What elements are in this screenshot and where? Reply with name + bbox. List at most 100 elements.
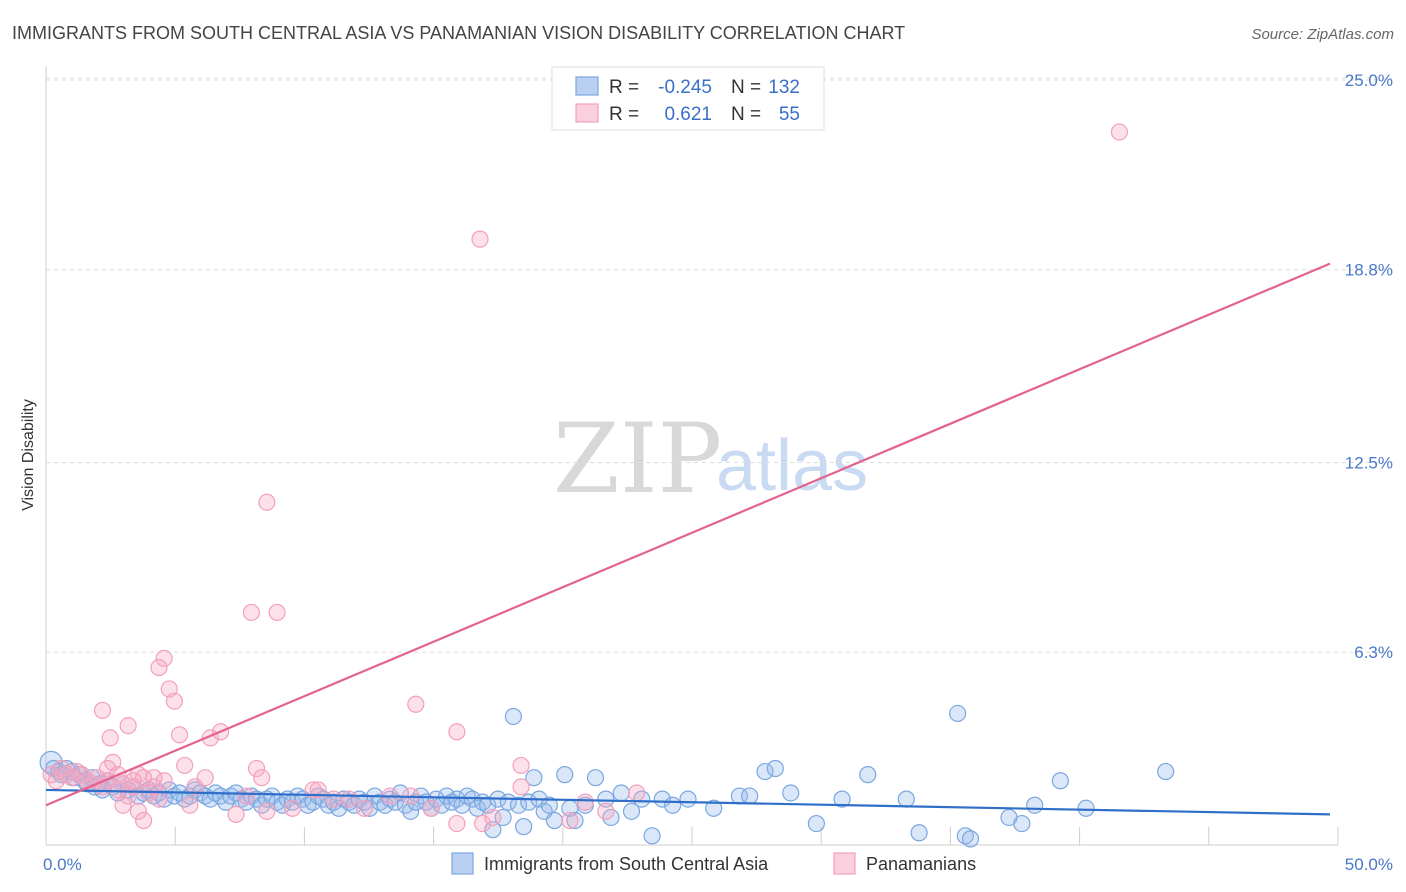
panamanian-point-32	[145, 769, 163, 787]
south-central-asia-point-126	[910, 824, 928, 842]
south-central-asia-point-95	[515, 818, 533, 836]
panamanian-point-31	[134, 811, 153, 830]
series-legend: Immigrants from South Central Asia Panam…	[451, 852, 976, 875]
south-central-asia-point-119	[756, 762, 774, 781]
south-central-asia-point-89	[484, 821, 502, 839]
legend-r-value-0: -0.245	[658, 77, 712, 98]
y-tick-labels: 25.0% 18.8% 12.5% 6.3%	[1345, 71, 1393, 662]
panamanian-point-53	[473, 814, 492, 833]
south-central-asia-point-104	[566, 811, 584, 830]
trend-line-south-central-asia	[45, 788, 1331, 816]
panamanian-point-62	[340, 790, 358, 808]
south-central-asia-point-112	[643, 827, 661, 845]
watermark-zip: ZIP	[553, 403, 722, 515]
south-central-asia-point-102	[556, 766, 574, 784]
bottom-legend-label-1: Panamanians	[866, 854, 976, 874]
panamanian-point-66	[448, 814, 466, 833]
legend-swatch-pink	[575, 103, 599, 123]
south-central-asia-point-118	[741, 787, 759, 805]
panamanian-point-59	[628, 784, 646, 802]
panamanian-point-29	[124, 772, 142, 790]
panamanian-point-58	[597, 802, 615, 820]
south-central-asia-point-93	[504, 707, 522, 726]
panamanian-point-45	[237, 787, 255, 805]
watermark: ZIP atlas	[553, 403, 868, 515]
legend-swatch-blue	[575, 76, 599, 96]
south-central-asia-point-120	[766, 759, 784, 778]
panamanian-point-51	[309, 781, 327, 799]
x-tick-label-1: 50.0%	[1345, 855, 1393, 874]
panamanian-point-36	[165, 692, 183, 710]
panamanian-point-71	[258, 493, 276, 511]
south-central-asia-point-107	[597, 790, 615, 808]
trend-lines	[45, 262, 1331, 816]
south-central-asia-point-97	[525, 769, 543, 787]
panamanian-point-34	[155, 649, 173, 667]
bottom-legend-swatch-pink	[833, 852, 856, 875]
legend-r-value-1: 0.621	[664, 104, 712, 125]
panamanian-point-49	[258, 802, 276, 820]
south-central-asia-point-114	[663, 796, 682, 814]
south-central-asia-point-84	[458, 787, 476, 805]
south-central-asia-point-115	[679, 790, 697, 808]
legend-r-label-1: R =	[609, 104, 639, 125]
legend-r-label-0: R =	[609, 77, 639, 98]
panamanian-point-30	[129, 802, 148, 820]
panamanian-point-28	[119, 717, 137, 735]
panamanian-point-23	[93, 701, 112, 719]
panamanian-point-63	[355, 799, 374, 817]
south-central-asia-point-135	[1013, 814, 1031, 833]
south-central-asia-point-132	[1051, 772, 1069, 790]
south-central-asia-point-123	[833, 790, 851, 808]
panamanian-point-68	[407, 695, 425, 713]
y-axis-label: Vision Disability	[20, 399, 37, 511]
panamanian-point-70	[512, 756, 530, 775]
south-central-asia-point-134	[1157, 762, 1175, 781]
bottom-legend-label-0: Immigrants from South Central Asia	[484, 854, 769, 874]
gridlines	[46, 77, 1392, 653]
panamanian-point-56	[561, 811, 579, 830]
panamanian-point-57	[576, 793, 594, 811]
panamanian-point-25	[101, 729, 119, 747]
chart-title: IMMIGRANTS FROM SOUTH CENTRAL ASIA VS PA…	[12, 23, 905, 43]
panamanian-point-22	[155, 772, 173, 790]
legend-n-value-0: 132	[768, 77, 800, 98]
legend-n-value-1: 55	[779, 104, 800, 125]
panamanian-point-21	[150, 790, 168, 808]
panamanian-point-73	[1110, 123, 1129, 141]
panamanian-point-41	[196, 769, 214, 787]
south-central-asia-point-94	[509, 796, 528, 814]
south-central-asia-point-109	[612, 784, 630, 802]
panamanian-point-47	[247, 759, 266, 778]
legend-n-label-0: N =	[731, 77, 761, 98]
south-central-asia-point-124	[859, 766, 877, 784]
x-tick-labels: 0.0% 50.0%	[43, 855, 1393, 874]
panamanian-point-24	[99, 759, 117, 778]
south-central-asia-point-127	[949, 704, 967, 723]
south-central-asia-point-129	[961, 830, 980, 848]
y-tick-label-3: 6.3%	[1354, 643, 1393, 662]
trend-line-panamanians	[45, 262, 1331, 807]
south-central-asia-point-125	[897, 790, 915, 808]
south-central-asia-point-100	[540, 796, 558, 814]
panamanian-point-48	[253, 769, 271, 787]
south-central-asia-point-122	[807, 814, 826, 833]
x-tick-label-0: 0.0%	[43, 855, 82, 874]
south-central-asia-point-101	[545, 811, 564, 830]
panamanian-point-39	[181, 796, 199, 814]
correlation-legend: R = -0.245 N = 132 R = 0.621 N = 55	[551, 66, 825, 131]
panamanian-point-60	[283, 799, 302, 817]
panamanian-point-69	[448, 723, 466, 741]
panamanian-point-38	[176, 756, 194, 775]
panamanian-point-46	[242, 603, 261, 622]
south-central-asia-point-133	[1077, 799, 1095, 817]
south-central-asia-point-116	[705, 799, 723, 817]
y-tick-label-0: 25.0%	[1345, 71, 1393, 90]
panamanian-point-52	[325, 790, 343, 808]
panamanian-point-65	[422, 799, 440, 817]
south-central-asia-point-73	[402, 802, 420, 820]
y-tick-label-2: 12.5%	[1345, 454, 1393, 473]
chart-source: Source: ZipAtlas.com	[1251, 26, 1394, 43]
panamanian-point-72	[471, 230, 489, 248]
